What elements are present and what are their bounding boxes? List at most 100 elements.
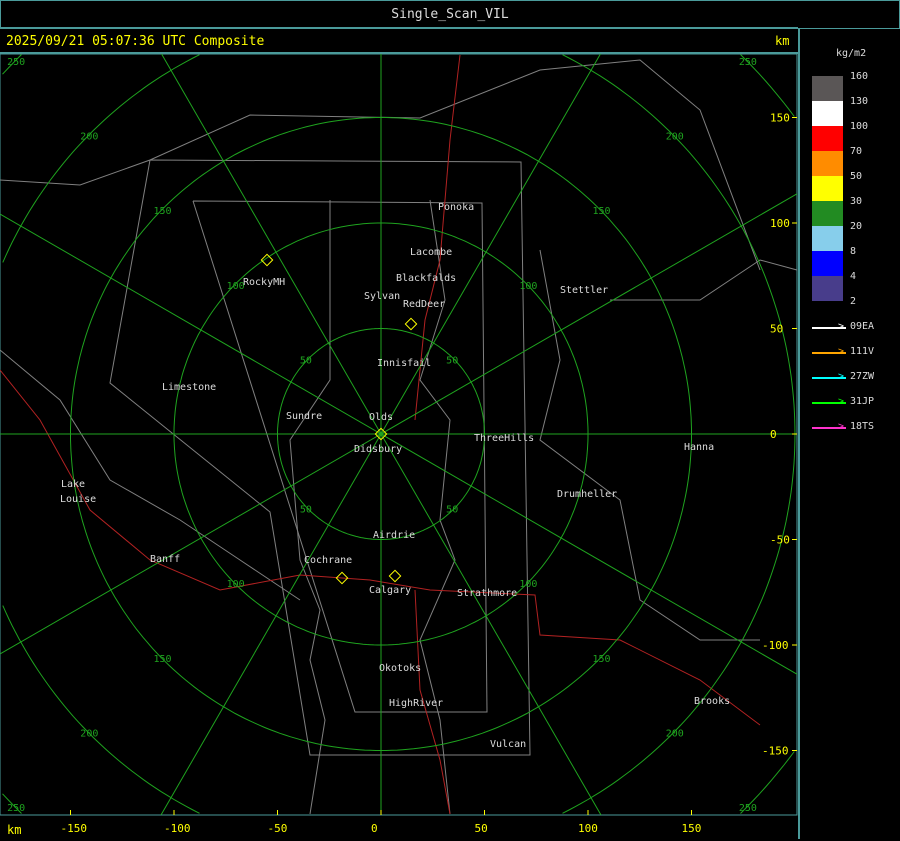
y-tick-label: -100: [762, 639, 789, 652]
azimuth-line: [0, 213, 798, 675]
radar-arrow-icon: [812, 427, 846, 429]
ring-label: 150: [153, 206, 171, 217]
x-tick-label: -100: [164, 822, 191, 835]
timestamp: 2025/09/21 05:07:36 UTC Composite: [6, 34, 265, 49]
range-ring: [2, 793, 22, 814]
km-unit-bottom: km: [7, 823, 21, 837]
x-tick-label: 100: [578, 822, 598, 835]
range-ring: [562, 433, 796, 814]
y-tick-label: 0: [770, 428, 777, 441]
arrow-head-icon: >: [838, 396, 845, 407]
arrow-head-icon: >: [838, 321, 845, 332]
town-label: Vulcan: [490, 739, 526, 750]
radar-label: 31JP: [850, 396, 875, 407]
town-label: Didsbury: [354, 444, 402, 455]
legend-swatch: [812, 126, 843, 151]
town-label: Sylvan: [364, 291, 400, 302]
azimuth-line: [161, 53, 602, 816]
boundary-line: [0, 349, 301, 601]
town-label: Louise: [60, 494, 96, 505]
town-label: Ponoka: [438, 202, 474, 213]
ring-label: 150: [593, 654, 611, 665]
town-label: Blackfalds: [396, 273, 456, 284]
ring-label: 250: [7, 57, 25, 68]
range-ring: [740, 751, 795, 814]
y-tick-label: 150: [770, 112, 790, 125]
boundary-line: [289, 200, 331, 815]
town-label: Okotoks: [379, 663, 421, 674]
town-label: RedDeer: [403, 299, 445, 310]
legend-swatch: [812, 76, 843, 101]
town-label: Olds: [369, 412, 393, 423]
ring-label: 150: [593, 206, 611, 217]
x-tick-label: 150: [682, 822, 702, 835]
legend-swatch: [812, 226, 843, 251]
legend-swatch: [812, 151, 843, 176]
legend-swatch: [812, 276, 843, 301]
y-tick-label: 50: [770, 323, 783, 336]
x-tick-label: -50: [268, 822, 288, 835]
town-label: ThreeHills: [474, 433, 534, 444]
town-label: Calgary: [369, 585, 411, 596]
legend-panel: kg/m2 160 130 100 70 50 30 20 8 4 2 >09EA >111V >27Z…: [798, 28, 900, 839]
town-label: Hanna: [684, 442, 714, 453]
legend-label: 50: [850, 171, 863, 182]
radar-label: 18TS: [850, 421, 875, 432]
legend-label: 70: [850, 146, 863, 157]
radar-arrow-icon: [812, 327, 846, 329]
town-label: Drumheller: [557, 489, 617, 500]
ring-label: 250: [739, 803, 757, 814]
town-label: HighRiver: [389, 698, 443, 709]
town-label: Lake: [61, 479, 85, 490]
legend-label: 30: [850, 196, 863, 207]
boundary-line: [109, 159, 531, 756]
legend-swatch: [812, 176, 843, 201]
legend-label: 160: [850, 71, 869, 82]
boundary-line: [192, 200, 488, 713]
y-tick-label: -150: [762, 745, 789, 758]
radar-arrow-icon: [812, 352, 846, 354]
ring-label: 100: [519, 281, 537, 292]
radar-map[interactable]: 50 50 50 50 100 100 100 100 150 150 150 150 200 200 20…: [0, 0, 798, 841]
legend-unit: kg/m2: [836, 48, 867, 59]
ring-label: 50: [300, 505, 312, 516]
legend-label: 8: [850, 246, 857, 257]
town-label: Sundre: [286, 411, 322, 422]
ring-label: 100: [519, 579, 537, 590]
radar-label: 27ZW: [850, 371, 875, 382]
x-tick-label: 0: [371, 822, 378, 835]
town-label: Limestone: [162, 382, 216, 393]
river-line: [0, 369, 761, 726]
river-line: [414, 54, 461, 421]
ring-label: 200: [80, 132, 98, 143]
y-tick-label: 100: [770, 217, 790, 230]
town-label: Cochrane: [304, 555, 352, 566]
legend-swatch: [812, 101, 843, 126]
arrow-head-icon: >: [838, 346, 845, 357]
town-label: Airdrie: [373, 530, 415, 541]
ring-label: 200: [80, 728, 98, 739]
range-ring: [2, 54, 200, 263]
legend-swatch: [812, 201, 843, 226]
km-unit-top: km: [775, 34, 790, 48]
ring-label: 50: [446, 355, 458, 366]
boundary-line: [0, 59, 761, 271]
y-tick-label: -50: [770, 534, 790, 547]
ring-label: 50: [300, 355, 312, 366]
town-label: RockyMH: [243, 277, 285, 288]
town-label: Strathmore: [457, 588, 517, 599]
radar-site-icon: [404, 317, 418, 331]
range-ring: [2, 54, 22, 75]
ring-label: 50: [446, 505, 458, 516]
boundary-line: [610, 259, 798, 301]
legend-label: 100: [850, 121, 869, 132]
x-tick-label: -150: [61, 822, 88, 835]
arrow-head-icon: >: [838, 371, 845, 382]
range-ring: [562, 54, 796, 435]
river-line: [414, 589, 451, 815]
town-label: Innisfail: [377, 358, 431, 369]
town-label: Lacombe: [410, 247, 452, 258]
range-ring: [740, 54, 795, 117]
ring-label: 200: [666, 132, 684, 143]
legend-label: 2: [850, 296, 857, 307]
